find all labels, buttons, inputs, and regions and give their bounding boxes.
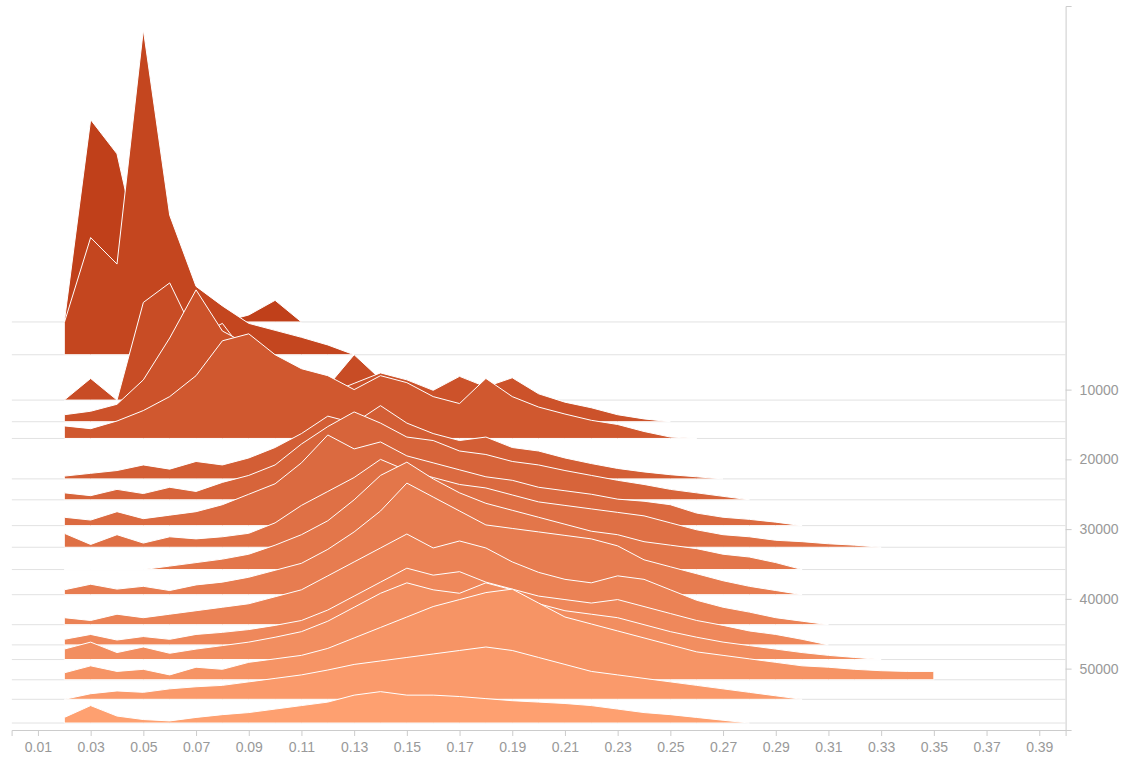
plot-area	[12, 30, 1066, 723]
x-tick-label: 0.35	[921, 739, 948, 755]
x-tick: 0.01	[25, 730, 52, 755]
x-tick: 0.27	[710, 730, 737, 755]
x-axis: 0.01 0.03 0.05 0.07 0.09 0.11 0.13 0.15 0.17 0.19…	[12, 730, 1066, 755]
y-tick: 50000	[1066, 661, 1119, 677]
y-tick: 10000	[1066, 382, 1119, 398]
x-tick-mark	[881, 730, 882, 736]
y-axis-line	[1066, 7, 1072, 731]
x-tick-label: 0.25	[657, 739, 684, 755]
x-tick: 0.11	[289, 730, 315, 755]
y-tick-mark	[1066, 390, 1072, 391]
x-tick-label: 0.27	[710, 739, 737, 755]
y-tick: 40000	[1066, 591, 1119, 607]
x-tick-mark	[196, 730, 197, 736]
x-tick-label: 0.15	[394, 739, 421, 755]
y-tick-label: 50000	[1080, 661, 1119, 677]
ridge-area	[64, 30, 354, 355]
x-tick: 0.15	[394, 730, 421, 755]
x-tick: 0.13	[341, 730, 368, 755]
x-tick-label: 0.23	[605, 739, 632, 755]
x-tick: 0.23	[605, 730, 632, 755]
x-tick-label: 0.01	[25, 739, 52, 755]
x-tick-mark	[354, 730, 355, 736]
x-tick: 0.05	[130, 730, 157, 755]
x-tick-mark	[987, 730, 988, 736]
x-tick-mark	[512, 730, 513, 736]
x-tick: 0.31	[815, 730, 842, 755]
y-tick-mark	[1066, 459, 1072, 460]
ridge-area	[64, 647, 802, 699]
x-tick-mark	[301, 730, 302, 736]
y-tick-mark	[1066, 599, 1072, 600]
y-tick-mark	[1066, 529, 1072, 530]
ridge-area	[64, 692, 749, 723]
x-tick: 0.25	[657, 730, 684, 755]
x-tick-label: 0.17	[446, 739, 473, 755]
x-tick-label: 0.19	[499, 739, 526, 755]
x-tick-mark	[1039, 730, 1040, 736]
x-tick-label: 0.09	[236, 739, 263, 755]
x-tick-label: 0.29	[763, 739, 790, 755]
x-tick-label: 0.21	[552, 739, 579, 755]
x-axis-line	[12, 731, 1066, 737]
x-tick-mark	[407, 730, 408, 736]
y-axis: 10000 20000 30000 40000 50000	[1066, 7, 1119, 731]
x-tick-label: 0.31	[815, 739, 842, 755]
y-tick-label: 10000	[1080, 382, 1119, 398]
x-tick: 0.17	[446, 730, 473, 755]
y-tick-mark	[1066, 669, 1072, 670]
x-tick-mark	[565, 730, 566, 736]
x-tick-mark	[143, 730, 144, 736]
x-tick-mark	[460, 730, 461, 736]
x-tick-label: 0.07	[183, 739, 210, 755]
x-tick-label: 0.11	[289, 739, 315, 755]
x-tick-mark	[38, 730, 39, 736]
x-tick-mark	[828, 730, 829, 736]
x-tick-mark	[776, 730, 777, 736]
x-tick-mark	[618, 730, 619, 736]
x-tick-mark	[934, 730, 935, 736]
x-tick-label: 0.13	[341, 739, 368, 755]
x-tick: 0.39	[1026, 730, 1053, 755]
x-tick-mark	[91, 730, 92, 736]
x-tick-label: 0.05	[130, 739, 157, 755]
chart: 0.01 0.03 0.05 0.07 0.09 0.11 0.13 0.15 0.17 0.19…	[0, 0, 1138, 764]
y-tick-label: 40000	[1080, 591, 1119, 607]
x-tick-label: 0.37	[973, 739, 1000, 755]
x-tick-mark	[723, 730, 724, 736]
y-tick-label: 30000	[1080, 521, 1119, 537]
y-tick: 30000	[1066, 521, 1119, 537]
x-tick: 0.33	[868, 730, 895, 755]
x-tick: 0.37	[973, 730, 1000, 755]
y-tick: 20000	[1066, 451, 1119, 467]
y-tick-label: 20000	[1080, 451, 1119, 467]
x-tick: 0.09	[236, 730, 263, 755]
x-tick-label: 0.33	[868, 739, 895, 755]
x-tick: 0.19	[499, 730, 526, 755]
x-tick: 0.21	[552, 730, 579, 755]
x-tick-mark	[670, 730, 671, 736]
x-tick: 0.07	[183, 730, 210, 755]
x-tick-mark	[249, 730, 250, 736]
x-tick: 0.03	[78, 730, 105, 755]
x-tick: 0.29	[763, 730, 790, 755]
x-tick-label: 0.03	[78, 739, 105, 755]
x-tick-label: 0.39	[1026, 739, 1053, 755]
x-tick: 0.35	[921, 730, 948, 755]
